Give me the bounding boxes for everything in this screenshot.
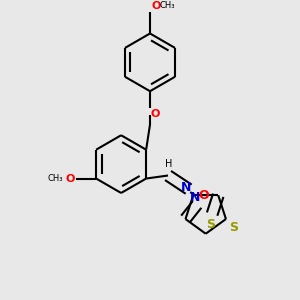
- Text: CH₃: CH₃: [160, 1, 175, 10]
- Text: O: O: [152, 1, 161, 11]
- Text: H: H: [165, 159, 172, 169]
- Text: S: S: [206, 218, 215, 231]
- Text: CH₃: CH₃: [48, 174, 63, 183]
- Text: N: N: [190, 191, 200, 204]
- Text: O: O: [65, 173, 75, 184]
- Text: S: S: [229, 221, 238, 235]
- Text: O: O: [151, 110, 160, 119]
- Text: N: N: [181, 181, 192, 194]
- Text: O: O: [198, 189, 208, 202]
